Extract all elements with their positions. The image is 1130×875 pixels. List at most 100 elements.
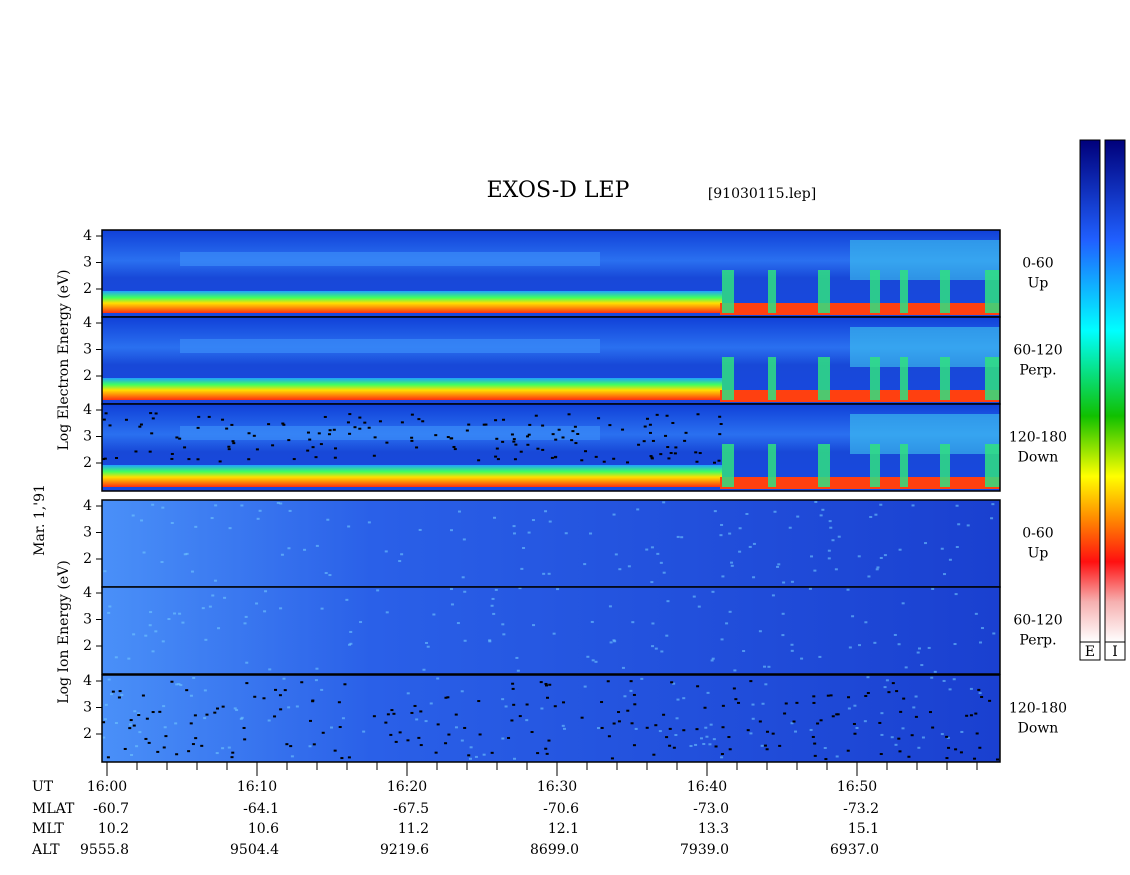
spectrogram-noise [655,413,659,416]
spectrogram-noise [314,456,318,459]
spectrogram-noise [346,421,350,424]
spectrogram-noise [274,688,278,691]
spectrogram-noise [287,706,291,709]
spectrogram-noise [664,434,668,437]
spectrogram-spike [900,357,908,400]
spectrogram-noise [312,743,316,746]
spectrogram-spike [985,270,1000,313]
spectrogram-noise [631,621,635,624]
spectrogram-noise [745,512,749,515]
spectrogram-noise [349,642,353,645]
spectrogram-noise [706,691,710,694]
spectrogram-noise [665,414,669,417]
spectrogram-noise [995,758,999,761]
spectrogram-noise [398,560,402,563]
spectrogram-noise [662,571,666,574]
spectrogram-spike [985,444,1000,487]
spectrogram-noise [141,694,145,697]
spectrogram-noise [612,457,616,460]
spectrogram-noise [279,502,283,505]
spectrogram-noise [295,705,299,708]
spectrogram-noise [127,657,131,660]
spectrogram-noise [460,739,464,742]
spectrogram-noise [649,455,653,458]
spectrogram-noise [243,738,247,741]
spectrogram-noise [656,552,660,555]
spectrogram-noise [279,708,283,711]
spectrogram [102,675,1000,762]
colorbar [1104,139,1126,643]
spectrogram-noise [525,703,529,706]
spectrogram-noise [621,666,625,669]
spectrogram-noise [468,757,472,760]
spectrogram-noise [221,705,225,708]
spectrogram-noise [319,443,323,446]
spectrogram-noise [512,438,516,441]
panel-frame [101,586,1001,675]
spectrogram-band [180,339,600,353]
spectrogram-noise [586,655,590,658]
spectrogram-noise [676,698,680,701]
spectrogram-noise [610,757,614,760]
spectrogram-noise [308,438,312,441]
spectrogram-noise [348,432,352,435]
spectrogram-noise [174,722,178,725]
y-tick-label: 4 [83,402,92,418]
spectrogram-noise [516,669,520,672]
orbit-value: 10.6 [248,821,279,837]
spectrogram-noise [665,736,669,739]
spectrogram-noise [643,425,647,428]
spectrogram-noise [239,717,243,720]
spectrogram-noise [897,737,901,740]
spectrogram-noise [135,745,139,748]
spectrogram-noise [890,736,894,739]
spectrogram-noise [201,607,205,610]
spectrogram-noise [268,668,272,671]
spectrogram-noise [749,732,753,735]
spectrogram-noise [596,727,600,730]
spectrogram-noise [781,612,785,615]
spectrogram-noise [666,600,670,603]
spectrogram-noise [502,418,506,421]
spectrogram-noise [650,546,654,549]
spectrogram-noise [214,504,218,507]
spectrogram-spike [940,357,950,400]
spectrogram-noise [175,436,179,439]
spectrogram-noise [247,432,251,435]
spectrogram-noise [243,622,247,625]
spectrogram-noise [746,729,750,732]
spectrogram-noise [510,433,514,436]
spectrogram-noise [763,665,767,668]
spectrogram-noise [703,706,707,709]
spectrogram-noise [943,573,947,576]
spectrogram-noise [668,744,672,747]
spectrogram-noise [897,643,901,646]
spectrogram-noise [170,680,174,683]
spectrogram-spike [768,444,776,487]
spectrogram-noise [447,733,451,736]
spectrogram-noise [812,695,816,698]
y-tick-label: 4 [83,498,92,514]
row-label: MLAT [32,801,75,817]
spectrogram-noise [583,563,587,566]
spectrogram-noise [139,423,143,426]
direction-label: Perp. [1019,633,1056,649]
spectrogram-noise [218,460,222,463]
colorbar-label-box [1104,641,1126,661]
spectrogram-noise [612,513,616,516]
spectrogram-noise [494,588,498,591]
spectrogram-noise [864,694,868,697]
spectrogram-noise [328,574,332,577]
spectrogram-noise [181,621,185,624]
spectrogram-noise [154,412,158,415]
pitch-label: 0-60 [1022,256,1053,272]
spectrogram-noise [783,712,787,715]
spectrogram-noise [672,682,676,685]
spectrogram-noise [712,738,716,741]
spectrogram-noise [858,644,862,647]
spectrogram-noise [334,447,338,450]
spectrogram-noise [394,740,398,743]
spectrogram-noise [618,568,622,571]
spectrogram-noise [495,437,499,440]
spectrogram-noise [332,428,336,431]
